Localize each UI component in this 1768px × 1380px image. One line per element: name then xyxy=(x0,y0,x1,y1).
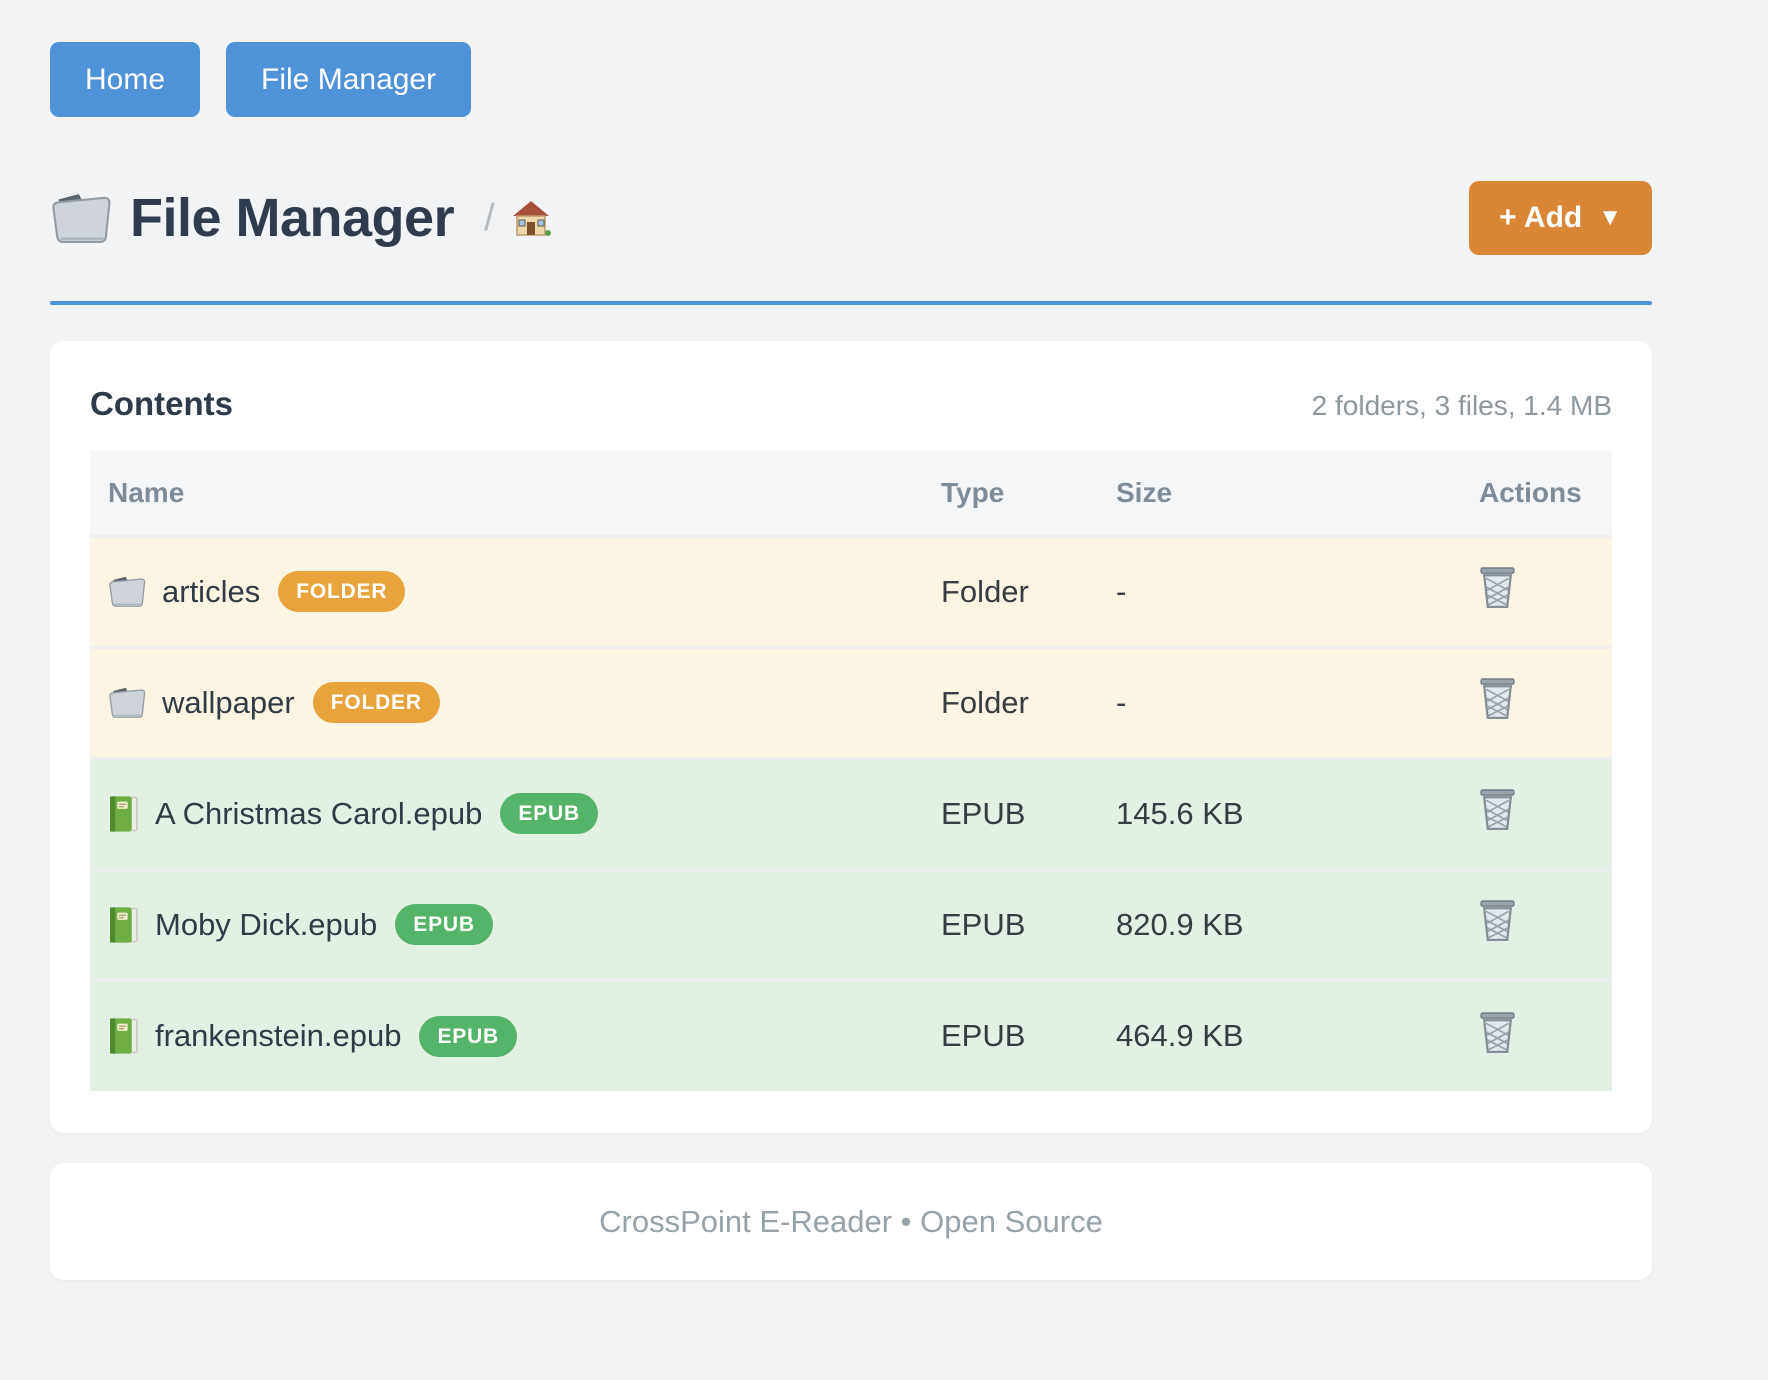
item-type: EPUB xyxy=(941,795,1026,831)
type-badge: EPUB xyxy=(419,1015,518,1057)
trash-icon xyxy=(1479,566,1516,612)
footer-text: CrossPoint E-Reader • Open Source xyxy=(599,1203,1103,1239)
add-button-label: + Add xyxy=(1499,201,1583,234)
delete-button[interactable] xyxy=(1479,899,1516,945)
item-name[interactable]: Moby Dick.epub xyxy=(155,906,378,942)
type-badge: FOLDER xyxy=(312,682,440,723)
table-header-row: Name Type Size Actions xyxy=(90,451,1612,536)
item-name[interactable]: articles xyxy=(162,573,261,609)
type-badge: FOLDER xyxy=(278,571,406,612)
item-name[interactable]: A Christmas Carol.epub xyxy=(155,795,483,831)
home-icon[interactable] xyxy=(511,198,551,238)
folder-icon xyxy=(108,686,146,719)
column-header-actions: Actions xyxy=(1479,451,1612,536)
contents-title: Contents xyxy=(90,385,233,422)
contents-header: Contents 2 folders, 3 files, 1.4 MB xyxy=(90,385,1612,423)
column-header-size: Size xyxy=(1116,451,1479,536)
table-row[interactable]: articles FOLDER Folder - xyxy=(90,536,1612,647)
nav-file-manager-button[interactable]: File Manager xyxy=(226,42,472,117)
folder-icon xyxy=(50,192,112,244)
page-title: File Manager xyxy=(130,188,455,248)
nav-home-button[interactable]: Home xyxy=(50,42,201,117)
type-badge: EPUB xyxy=(500,793,598,834)
delete-button[interactable] xyxy=(1479,1011,1516,1057)
item-type: EPUB xyxy=(941,1018,1026,1054)
delete-button[interactable] xyxy=(1479,788,1516,834)
top-nav: Home File Manager xyxy=(50,0,1652,117)
breadcrumb-separator: / xyxy=(484,196,495,239)
table-row[interactable]: wallpaper FOLDER Folder - xyxy=(90,647,1612,758)
column-header-name: Name xyxy=(90,451,941,536)
table-row[interactable]: Moby Dick.epub EPUB EPUB 820.9 KB xyxy=(90,869,1612,980)
trash-icon xyxy=(1479,899,1516,945)
type-badge: EPUB xyxy=(395,904,493,945)
chevron-down-icon: ▼ xyxy=(1598,204,1622,231)
item-name[interactable]: wallpaper xyxy=(162,684,295,720)
trash-icon xyxy=(1479,788,1516,834)
trash-icon xyxy=(1479,677,1516,723)
item-size: 464.9 KB xyxy=(1116,1018,1244,1054)
file-table: Name Type Size Actions articles FOLDER F… xyxy=(90,451,1612,1091)
contents-card: Contents 2 folders, 3 files, 1.4 MB Name… xyxy=(50,341,1652,1133)
item-type: EPUB xyxy=(941,906,1026,942)
book-icon xyxy=(108,905,139,945)
add-button[interactable]: + Add ▼ xyxy=(1469,181,1652,255)
table-row[interactable]: A Christmas Carol.epub EPUB EPUB 145.6 K… xyxy=(90,758,1612,869)
item-size: - xyxy=(1116,573,1127,609)
item-name[interactable]: frankenstein.epub xyxy=(155,1018,402,1054)
column-header-type: Type xyxy=(941,451,1116,536)
table-row[interactable]: frankenstein.epub EPUB EPUB 464.9 KB xyxy=(90,980,1612,1091)
item-size: - xyxy=(1116,684,1127,720)
book-icon xyxy=(108,1016,139,1056)
contents-summary: 2 folders, 3 files, 1.4 MB xyxy=(1311,390,1612,421)
item-size: 145.6 KB xyxy=(1116,795,1244,831)
header-divider xyxy=(50,301,1652,305)
delete-button[interactable] xyxy=(1479,566,1516,612)
folder-icon xyxy=(108,575,146,608)
page: Home File Manager File Manager / + Add ▼… xyxy=(50,0,1652,1280)
item-type: Folder xyxy=(941,573,1029,609)
item-type: Folder xyxy=(941,684,1029,720)
footer: CrossPoint E-Reader • Open Source xyxy=(50,1163,1652,1280)
trash-icon xyxy=(1479,1011,1516,1057)
item-size: 820.9 KB xyxy=(1116,906,1244,942)
page-header: File Manager / + Add ▼ xyxy=(50,181,1652,255)
delete-button[interactable] xyxy=(1479,677,1516,723)
book-icon xyxy=(108,794,139,834)
